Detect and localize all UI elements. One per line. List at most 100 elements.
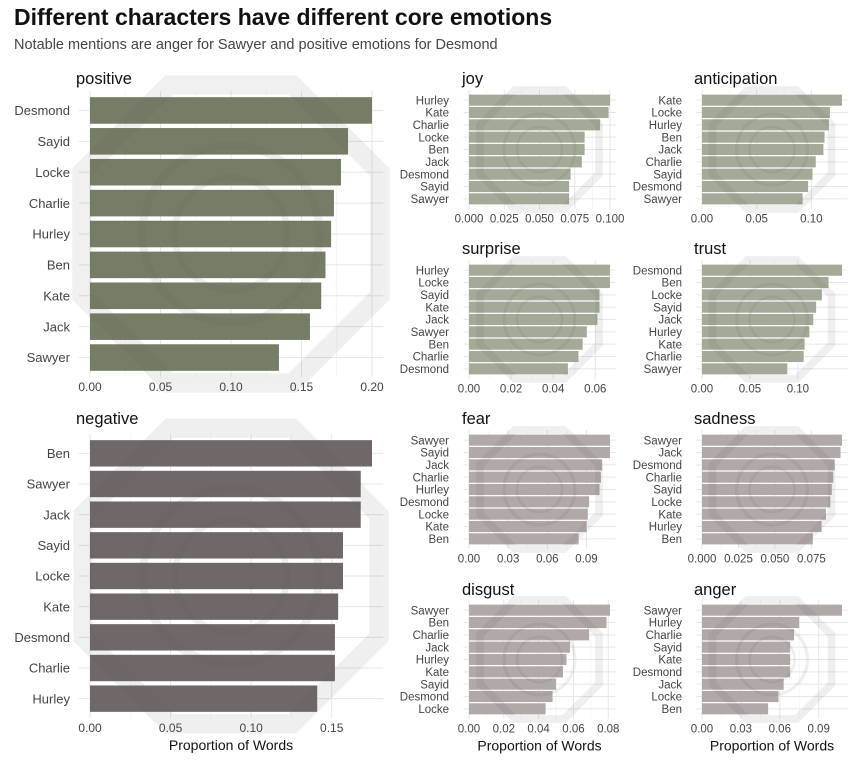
bar-desmond — [90, 624, 335, 651]
bar-sawyer — [469, 604, 610, 616]
bar-sawyer — [469, 193, 570, 205]
y-tick-label: Locke — [651, 497, 682, 509]
y-tick-label: Sayid — [653, 642, 682, 654]
x-tick-label: 0.20 — [360, 380, 384, 394]
y-tick-label: Charlie — [413, 352, 449, 364]
panel-title: sadness — [694, 410, 755, 428]
bar-kate — [702, 338, 805, 350]
y-tick-label: Desmond — [14, 630, 70, 645]
bar-desmond — [469, 690, 553, 703]
x-tick-label: 0.06 — [584, 384, 606, 396]
bar-hurley — [469, 264, 610, 276]
y-tick-label: Charlie — [413, 630, 449, 642]
bar-sawyer — [469, 434, 610, 446]
y-tick-label: Jack — [425, 315, 449, 327]
chart-title: Different characters have different core… — [14, 4, 553, 30]
bar-jack — [469, 459, 603, 471]
panel-positive: 0.00 0.05 0.10 0.15 0.20 Desmond Sayid Locke Cha… — [14, 70, 384, 394]
y-tick-label: Ben — [47, 446, 70, 461]
bar-locke — [469, 508, 588, 520]
bar-sayid — [469, 446, 610, 459]
x-tick-label: 0.000 — [455, 214, 484, 226]
y-tick-label: Locke — [651, 290, 682, 302]
bar-charlie — [469, 629, 590, 641]
bar-charlie — [702, 350, 804, 363]
watermark-logo — [476, 86, 603, 213]
y-tick-label: Charlie — [29, 661, 70, 676]
y-tick-label: Jack — [658, 448, 682, 460]
panel-title: positive — [76, 70, 132, 88]
y-tick-label: Locke — [651, 692, 682, 704]
y-tick-label: Charlie — [646, 157, 682, 169]
y-tick-label: Sayid — [420, 182, 449, 194]
y-tick-label: Hurley — [416, 265, 449, 277]
y-tick-label: Locke — [418, 704, 449, 716]
panel-anger: 0.00 0.03 0.06 0.09 SawyerHurleyCharlieSayid… — [633, 581, 848, 754]
x-tick-label: 0.100 — [596, 214, 625, 226]
bar-jack — [702, 143, 824, 156]
bar-ben — [469, 143, 585, 156]
bar-hurley — [702, 119, 829, 131]
watermark-logo — [708, 256, 836, 383]
x-tick-label: 0.04 — [527, 724, 550, 736]
y-tick-label: Kate — [658, 655, 682, 667]
bar-locke — [469, 131, 585, 143]
bar-charlie — [469, 350, 579, 363]
bar-hurley — [469, 483, 600, 496]
y-tick-label: Jack — [425, 157, 449, 169]
x-tick-label: 0.04 — [542, 384, 565, 396]
x-axis-label: Proportion of Words — [477, 738, 601, 754]
x-axis-label: Proportion of Words — [169, 737, 293, 753]
bar-locke — [90, 158, 341, 186]
bar-jack — [469, 156, 582, 168]
bar-jack — [469, 313, 598, 326]
bar-locke — [702, 289, 822, 301]
bar-locke — [90, 562, 343, 590]
x-tick-label: 0.05 — [149, 380, 173, 394]
watermark-logo — [476, 256, 603, 383]
y-tick-label: Locke — [35, 165, 70, 180]
x-tick-label: 0.10 — [800, 214, 822, 226]
bar-sayid — [702, 168, 813, 180]
x-tick-label: 0.10 — [787, 384, 809, 396]
bar-jack — [469, 641, 570, 653]
watermark-logo — [72, 75, 390, 393]
y-tick-label: Kate — [425, 667, 449, 679]
bar-charlie — [90, 654, 335, 682]
y-tick-label: Kate — [425, 108, 449, 120]
y-tick-label: Charlie — [413, 120, 449, 132]
bar-ben — [469, 616, 607, 629]
y-tick-label: Charlie — [646, 472, 682, 484]
panel-disgust: 0.00 0.02 0.04 0.06 0.08 SawyerBenCharlieJack… — [400, 581, 620, 754]
y-tick-label: Jack — [658, 145, 682, 157]
bar-hurley — [702, 520, 822, 533]
bar-kate — [702, 508, 826, 520]
bar-sawyer — [90, 344, 279, 371]
y-tick-label: Sayid — [653, 169, 682, 181]
bar-ben — [469, 338, 583, 350]
bar-charlie — [469, 119, 601, 131]
watermark-logo — [476, 596, 603, 723]
x-tick-label: 0.025 — [724, 554, 753, 566]
x-tick-label: 0.075 — [560, 214, 589, 226]
bar-ben — [702, 533, 813, 545]
watermark-logo — [708, 426, 836, 553]
panel-title: surprise — [462, 240, 521, 258]
panel-anticipation: 0.00 0.05 0.10 KateLockeHurleyBenJackCharli… — [633, 70, 848, 226]
y-tick-label: Ben — [429, 618, 449, 630]
bar-jack — [90, 313, 310, 340]
bar-sawyer — [702, 604, 842, 616]
y-tick-label: Hurley — [416, 95, 449, 107]
bar-charlie — [469, 471, 601, 483]
x-tick-label: 0.00 — [78, 380, 102, 394]
y-tick-label: Hurley — [649, 120, 682, 132]
y-tick-label: Jack — [43, 507, 70, 522]
y-tick-label: Jack — [425, 460, 449, 472]
y-tick-label: Sawyer — [411, 435, 450, 447]
x-tick-label: 0.09 — [807, 724, 829, 736]
x-tick-label: 0.02 — [493, 724, 515, 736]
y-tick-label: Sayid — [37, 538, 70, 553]
bar-sayid — [702, 301, 817, 313]
y-tick-label: Desmond — [633, 460, 682, 472]
x-tick-label: 0.10 — [219, 380, 243, 394]
